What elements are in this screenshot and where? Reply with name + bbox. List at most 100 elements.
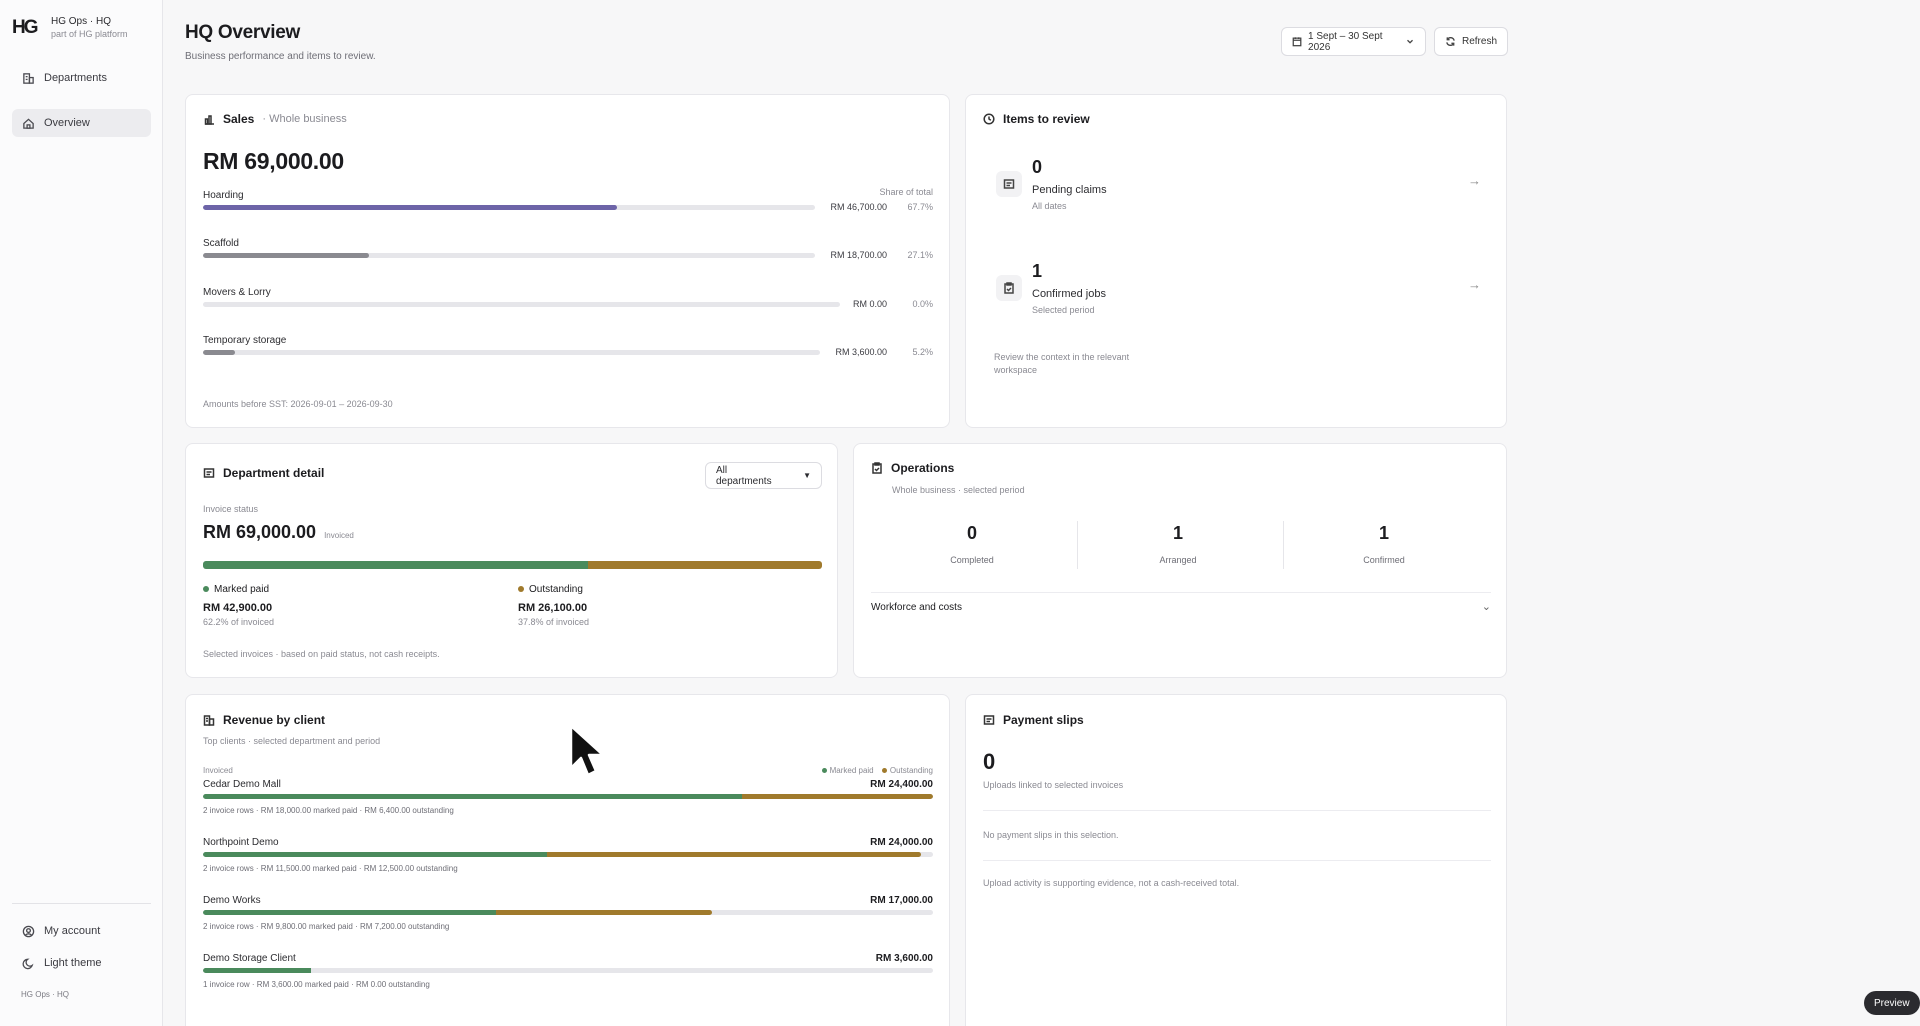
page-title: HQ Overview	[185, 22, 300, 43]
sales-row-label: Movers & Lorry	[203, 287, 271, 298]
sales-row-bar-fill	[203, 350, 236, 355]
sidebar-item-my-account[interactable]: My account	[12, 917, 151, 945]
department-title: Department detail	[223, 466, 325, 480]
sidebar-item-departments[interactable]: Departments	[12, 64, 151, 92]
sales-scope: · Whole business	[262, 113, 347, 125]
operations-subtitle: Whole business · selected period	[892, 485, 1025, 495]
user-circle-icon	[21, 924, 35, 938]
stat-value: 0	[966, 523, 977, 543]
date-range-button[interactable]: 1 Sept – 30 Sept 2026	[1281, 27, 1426, 56]
operations-card: Operations Whole business · selected per…	[853, 443, 1507, 678]
department-select-value: All departments	[716, 464, 772, 487]
review-count: 0	[1032, 157, 1043, 177]
calendar-icon	[1292, 37, 1302, 47]
paid-pct: 62.2% of invoiced	[203, 617, 275, 627]
client-paid-segment	[203, 794, 742, 799]
client-amount: RM 24,400.00	[870, 779, 933, 790]
sales-row-pct: 67.7%	[907, 202, 933, 212]
sidebar-footer: HG Ops · HQ	[21, 990, 70, 999]
sidebar-item-label: Overview	[44, 117, 90, 129]
sales-row-label: Temporary storage	[203, 335, 287, 346]
review-note-line: workspace	[994, 365, 1038, 375]
brand-title: HG Ops · HQ	[51, 16, 112, 27]
sales-row-pct: 0.0%	[912, 299, 933, 309]
brand[interactable]: HG HG Ops · HQ part of HG platform	[12, 15, 128, 40]
sidebar-item-overview[interactable]: Overview	[12, 109, 151, 137]
client-outstanding-segment	[496, 910, 712, 915]
receipt-icon	[983, 715, 995, 725]
clipboard-icon	[996, 275, 1022, 301]
review-item-pending-claims[interactable]: 0 Pending claims All dates →	[986, 157, 1491, 227]
review-item-confirmed-jobs[interactable]: 1 Confirmed jobs Selected period →	[986, 261, 1491, 331]
client-paid-segment	[203, 968, 312, 973]
arrow-right-icon: →	[1468, 173, 1481, 188]
refresh-button[interactable]: Refresh	[1434, 27, 1508, 56]
chevron-down-icon: ⌄	[1481, 601, 1491, 613]
sidebar-item-label: My account	[44, 925, 101, 937]
outstanding-pct: 37.8% of invoiced	[518, 617, 590, 627]
divider	[983, 860, 1491, 861]
clients-title: Revenue by client	[223, 713, 326, 727]
client-note: 2 invoice rows · RM 11,500.00 marked pai…	[203, 864, 458, 873]
sales-card: Sales · Whole business RM 69,000.00 Shar…	[185, 94, 950, 428]
revenue-by-client-card: Revenue by client Top clients · selected…	[185, 694, 950, 1026]
divider	[983, 810, 1491, 811]
department-select[interactable]: All departments ▼	[705, 462, 822, 489]
invoice-status-bar	[203, 561, 822, 569]
client-note: 2 invoice rows · RM 9,800.00 marked paid…	[203, 922, 450, 931]
sales-row-label: Scaffold	[203, 238, 239, 249]
client-bar	[203, 852, 933, 857]
client-outstanding-segment	[547, 852, 922, 857]
paid-label: Marked paid	[214, 584, 270, 595]
sidebar-item-light-theme[interactable]: Light theme	[12, 949, 151, 977]
paid-amount: RM 42,900.00	[203, 602, 273, 614]
invoiced-suffix: Invoiced	[324, 531, 354, 540]
client-note: 2 invoice rows · RM 18,000.00 marked pai…	[203, 806, 454, 815]
legend-dot	[821, 768, 827, 774]
paid-segment	[203, 561, 589, 569]
client-note: 1 invoice row · RM 3,600.00 marked paid …	[203, 980, 430, 989]
mouse-cursor-icon	[569, 724, 605, 777]
receipt-icon	[996, 171, 1022, 197]
slips-count-label: Uploads linked to selected invoices	[983, 780, 1124, 790]
sales-row-pct: 27.1%	[907, 250, 933, 260]
refresh-label: Refresh	[1461, 36, 1497, 47]
brand-logo: HG	[12, 16, 39, 38]
department-detail-card: Department detail All departments ▼ Invo…	[185, 443, 838, 678]
items-to-review-card: Items to review 0 Pending claims All dat…	[965, 94, 1507, 428]
sales-row-label: Hoarding	[203, 190, 244, 201]
sales-row-bar-fill	[203, 253, 369, 258]
stat-divider	[1283, 521, 1284, 569]
review-count: 1	[1032, 261, 1043, 281]
sales-row-bar	[203, 253, 815, 258]
sales-row-amount: RM 46,700.00	[830, 202, 887, 212]
sales-row-bar-fill	[203, 205, 618, 210]
sales-row-amount: RM 0.00	[852, 299, 887, 309]
legend-dot	[881, 768, 887, 774]
moon-icon	[21, 956, 35, 970]
invoiced-total: RM 69,000.00	[203, 522, 317, 542]
client-amount: RM 3,600.00	[875, 953, 933, 964]
sidebar-divider	[12, 903, 151, 904]
client-name: Northpoint Demo	[203, 837, 279, 848]
preview-badge[interactable]: Preview	[1864, 991, 1920, 1015]
client-name: Cedar Demo Mall	[203, 779, 281, 790]
sales-footnote: Amounts before SST: 2026-09-01 – 2026-09…	[203, 399, 393, 409]
outstanding-summary: Outstanding RM 26,100.00 37.8% of invoic…	[518, 584, 589, 627]
client-name: Demo Works	[203, 895, 261, 906]
workforce-costs-toggle[interactable]: Workforce and costs ⌄	[871, 601, 1491, 622]
review-note: Review the context in the relevant works…	[994, 351, 1129, 377]
review-label: Pending claims	[1032, 184, 1107, 196]
sales-title: Sales	[223, 112, 255, 126]
paid-dot	[203, 586, 209, 593]
share-header: Share of total	[879, 187, 933, 197]
outstanding-dot	[518, 586, 524, 593]
date-range-label: 1 Sept – 30 Sept 2026	[1308, 30, 1383, 53]
home-icon	[21, 116, 35, 130]
outstanding-amount: RM 26,100.00	[518, 602, 588, 614]
client-paid-segment	[203, 852, 548, 857]
review-sub: All dates	[1032, 201, 1067, 211]
stat-divider	[1077, 521, 1078, 569]
review-note-line: Review the context in the relevant	[994, 352, 1130, 362]
client-amount: RM 24,000.00	[870, 837, 933, 848]
